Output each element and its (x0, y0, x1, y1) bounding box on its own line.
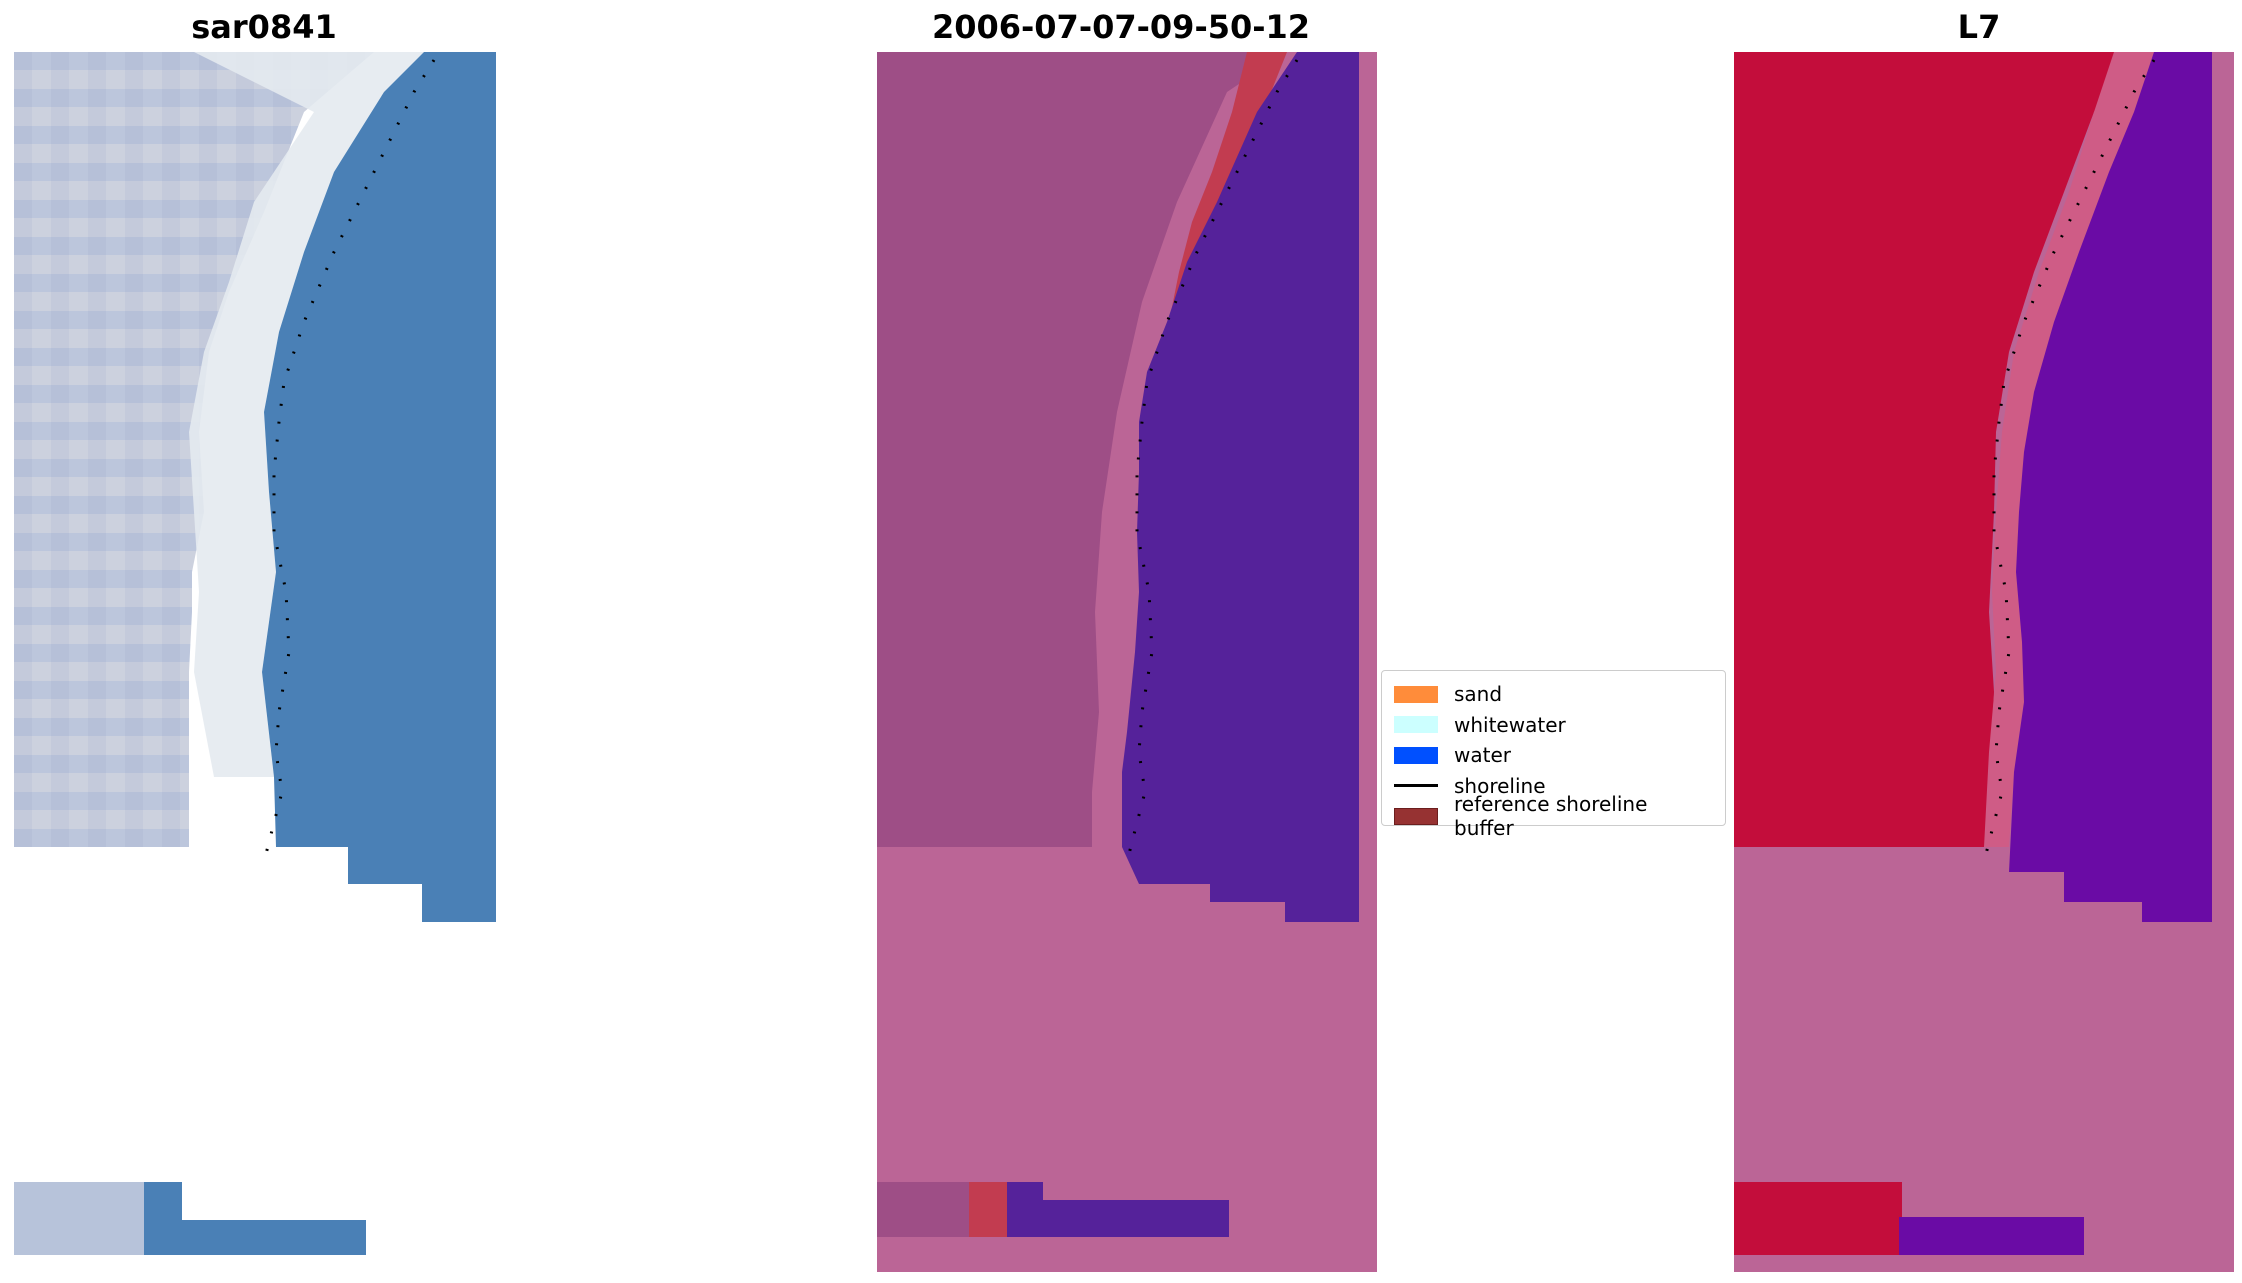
panel-title-rgb: sar0841 (191, 8, 337, 46)
class-bottom-buffer (969, 1182, 1014, 1237)
legend-swatch-reference-buffer (1394, 807, 1438, 825)
legend-swatch-sand (1394, 685, 1438, 703)
legend: sand whitewater water shoreline referenc… (1381, 670, 1726, 840)
legend-label-shoreline: shoreline (1454, 773, 1546, 798)
rgb-bottom-water (144, 1220, 366, 1255)
class-land-area (877, 52, 1287, 847)
legend-item-sand: sand (1394, 679, 1713, 710)
class-bottom-water (1007, 1200, 1229, 1237)
class-bottom-land (877, 1182, 987, 1237)
legend-label-water: water (1454, 743, 1511, 768)
mndwi-bottom-water (1899, 1217, 2084, 1255)
legend-label-reference-buffer: reference shoreline buffer (1454, 792, 1648, 841)
legend-swatch-water (1394, 746, 1438, 764)
mndwi-image-panel (1734, 52, 2234, 1272)
rgb-water-area (262, 52, 496, 922)
legend-item-water: water (1394, 740, 1713, 771)
rgb-beach-area (189, 52, 424, 777)
mndwi-water-area (2009, 52, 2212, 922)
panel-title-mndwi: L7 (1957, 8, 2001, 46)
legend-label-sand: sand (1454, 682, 1503, 707)
legend-item-reference-buffer: reference shoreline buffer (1394, 792, 1713, 840)
classified-image-panel (877, 52, 1377, 1272)
mndwi-transition-area (1984, 52, 2154, 847)
legend-label-whitewater: whitewater (1454, 712, 1566, 737)
legend-swatch-whitewater (1394, 716, 1438, 734)
legend-swatch-shoreline (1394, 784, 1438, 788)
legend-item-shoreline: shoreline (1394, 771, 1713, 802)
mndwi-land-area (1734, 52, 2129, 847)
panel-title-classified: 2006-07-07-09-50-12 (931, 8, 1311, 46)
mndwi-bottom-land (1734, 1182, 1902, 1255)
class-water-area (1122, 52, 1359, 922)
rgb-image-panel (14, 52, 496, 1255)
legend-item-whitewater: whitewater (1394, 710, 1713, 741)
